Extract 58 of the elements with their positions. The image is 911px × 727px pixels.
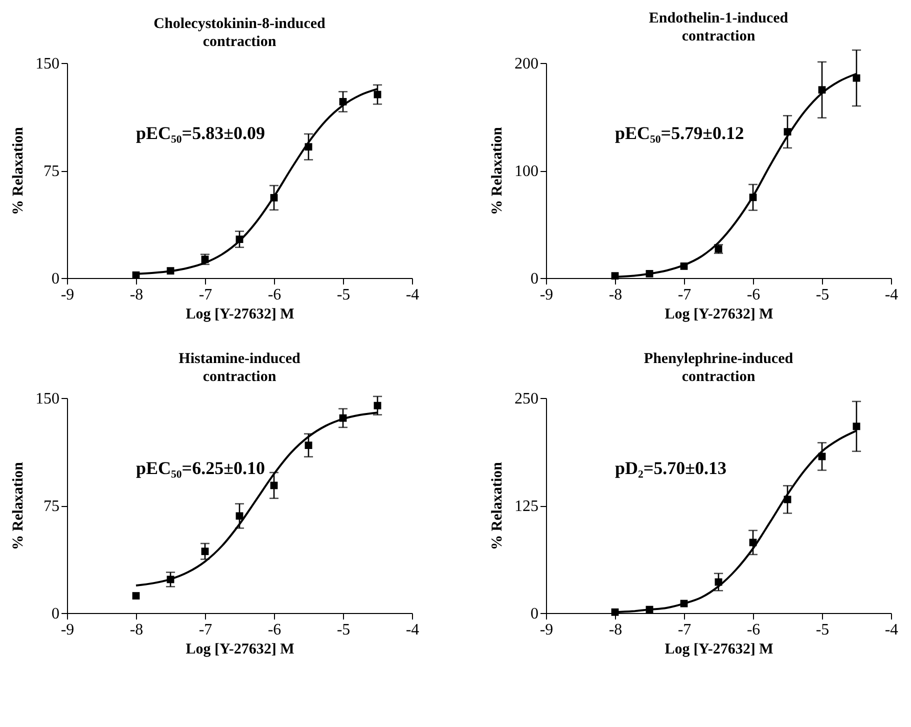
- x-tick-label: -5: [336, 622, 350, 638]
- chart-title: Phenylephrine-induced contraction: [644, 351, 794, 385]
- x-tick-label: -7: [198, 286, 212, 304]
- x-tick-label: -9: [60, 622, 74, 638]
- x-axis-title: Log [Y-27632] M: [664, 642, 774, 658]
- x-axis-title: Log [Y-27632] M: [186, 642, 294, 658]
- x-tick-label: -5: [336, 286, 350, 304]
- y-tick-label: 250: [514, 390, 538, 408]
- point: [132, 592, 140, 600]
- x-tick-label: -5: [816, 286, 830, 304]
- y-tick-label: 150: [36, 56, 60, 72]
- point: [374, 402, 382, 410]
- x-tick-label: -6: [268, 622, 282, 638]
- x-tick-label: -9: [540, 622, 554, 638]
- x-tick-label: -4: [884, 622, 898, 638]
- x-axis-title: Log [Y-27632] M: [186, 306, 294, 322]
- x-tick-label: -6: [746, 286, 760, 304]
- y-tick-label: 0: [52, 270, 60, 288]
- x-tick-label: -9: [540, 286, 554, 304]
- annotation: pEC₅₀=6.25±0.10: [136, 458, 265, 478]
- x-tick-label: -4: [406, 286, 420, 304]
- point: [304, 442, 312, 450]
- x-tick-label: -8: [130, 286, 144, 304]
- y-axis-title: % Relaxation: [10, 126, 26, 215]
- x-axis-title: Log [Y-27632] M: [664, 306, 774, 322]
- y-tick-label: 0: [530, 270, 538, 288]
- annotation: pEC₅₀=5.79±0.12: [615, 122, 744, 143]
- x-tick-label: -7: [198, 622, 212, 638]
- annotation: pEC₅₀=5.83±0.09: [136, 122, 265, 143]
- chart-title: Histamine-induced contraction: [178, 351, 301, 385]
- x-tick-label: -4: [884, 286, 898, 304]
- y-tick-label: 100: [514, 163, 538, 180]
- x-tick-label: -8: [130, 622, 144, 638]
- y-tick-label: 125: [514, 498, 538, 515]
- x-tick-label: -8: [608, 286, 622, 304]
- chart-title: Cholecystokinin-8-induced contraction: [154, 16, 326, 50]
- point: [201, 548, 209, 556]
- point: [852, 422, 860, 430]
- y-tick-label: 200: [514, 56, 538, 72]
- x-tick-label: -7: [678, 622, 692, 638]
- x-tick-label: -6: [268, 286, 282, 304]
- point: [270, 482, 278, 490]
- y-tick-label: 0: [52, 606, 60, 622]
- x-tick-label: -8: [608, 622, 622, 638]
- x-tick-label: -9: [60, 286, 74, 304]
- chart-title: Endothelin-1-induced contraction: [648, 10, 789, 44]
- x-tick-label: -5: [816, 622, 830, 638]
- y-axis-title: % Relaxation: [490, 461, 506, 550]
- annotation: pD₂=5.70±0.13: [615, 458, 727, 478]
- y-axis-title: % Relaxation: [490, 126, 506, 215]
- x-tick-label: -4: [406, 622, 420, 638]
- y-axis-title: % Relaxation: [10, 461, 26, 550]
- x-tick-label: -6: [746, 622, 760, 638]
- y-tick-label: 0: [530, 606, 538, 622]
- y-tick-label: 75: [44, 163, 60, 180]
- y-tick-label: 75: [44, 498, 60, 515]
- y-tick-label: 150: [36, 390, 60, 408]
- x-tick-label: -7: [678, 286, 692, 304]
